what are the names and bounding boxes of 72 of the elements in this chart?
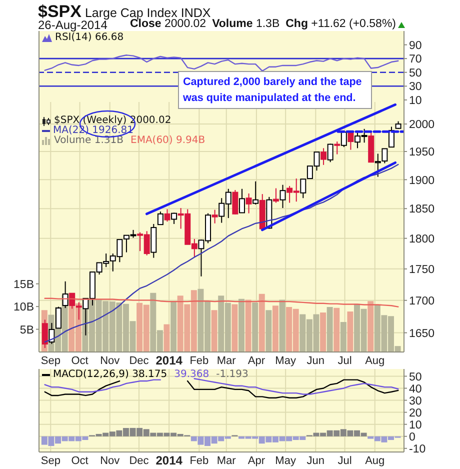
y-tick-label: 70: [409, 54, 422, 66]
candlestick: [272, 188, 279, 204]
y-tick-label: 10: [409, 95, 422, 108]
y-tick-label: 20: [409, 407, 422, 420]
x-tick-label: Jun: [306, 454, 325, 467]
x-tick-label: Feb: [190, 354, 209, 367]
x-tick-label: Apr: [248, 354, 266, 367]
y-tick-label: 10: [409, 419, 422, 432]
x-tick-label: Sep: [40, 454, 60, 467]
y-tick-label: 1950: [409, 146, 435, 159]
y-tick-label: 1900: [409, 174, 435, 187]
text: Close 2000.02: [130, 18, 206, 30]
x-tick-label: Apr: [248, 454, 266, 467]
candlestick: [171, 212, 178, 224]
y-tick-label: 30: [409, 81, 422, 94]
y-tick-label: -10: [409, 443, 426, 456]
x-tick-label: Aug: [365, 454, 385, 467]
x-tick-label: Jul: [338, 354, 352, 367]
y-tick-label: 30: [409, 395, 422, 408]
text: -1.193: [216, 369, 248, 380]
x-tick-label: Nov: [100, 454, 120, 467]
x-tick-label: 2014: [156, 354, 183, 368]
x-tick-label: Jun: [306, 354, 325, 367]
x-tick-label: Sep: [40, 354, 60, 367]
line-series: [44, 54, 399, 72]
y-tick-label: 1750: [409, 264, 435, 276]
y-tick-label: 50: [409, 371, 422, 384]
y-tick-label: 1800: [409, 233, 435, 246]
candlestick: [327, 143, 334, 163]
x-tick-label: Oct: [71, 354, 88, 367]
candlestick: [252, 180, 259, 206]
candlestick: [334, 141, 340, 155]
candlestick: [348, 132, 354, 150]
x-tick-label: Dec: [129, 454, 150, 467]
x-tick-label: Mar: [216, 354, 236, 367]
candlestick: [280, 184, 286, 209]
x-tick-label: Dec: [129, 354, 150, 367]
y-tick-label: 1700: [409, 295, 435, 308]
text: Chg +11.62 (+0.58%): [286, 18, 396, 30]
candlestick: [340, 131, 347, 148]
x-tick-label: Aug: [365, 354, 385, 367]
candlestick: [212, 209, 218, 224]
text: Volume 1.3B: [212, 18, 280, 30]
y-tick-label: 50: [409, 67, 422, 80]
candlestick: [246, 192, 252, 214]
y-tick-label: 1850: [409, 204, 435, 216]
annotation: Captured 2,000 barely and the tape was quite manipulated at the end.: [183, 75, 363, 106]
x-tick-label: 2014: [156, 454, 183, 468]
y-tick-label: 2000: [409, 119, 435, 132]
x-tick-label: Mar: [216, 454, 236, 467]
y-tick-label: 0: [409, 431, 416, 444]
candlestick: [232, 190, 238, 215]
y2-tick-label: 10B: [14, 302, 34, 314]
text: EMA(60) 9.94B: [130, 135, 206, 146]
x-tick-label: Nov: [100, 354, 120, 367]
x-tick-label: Oct: [71, 454, 88, 467]
y2-tick-label: 15B: [14, 278, 34, 291]
y-tick-label: 40: [409, 383, 422, 396]
series-label: 39.368: [174, 369, 210, 380]
legend-label: MACD(12,26,9) 38.175: [53, 369, 168, 380]
x-tick-label: May: [275, 354, 296, 367]
x-tick-label: Feb: [190, 454, 209, 467]
candlestick: [157, 211, 164, 226]
candlestick: [320, 148, 327, 166]
x-tick-label: May: [275, 454, 296, 467]
y-tick-label: 1650: [409, 328, 435, 340]
legend-label: RSI(14) 66.68: [55, 32, 124, 43]
candlestick: [164, 208, 170, 222]
y2-tick-label: 5B: [20, 324, 34, 336]
x-tick-label: Jul: [338, 454, 352, 467]
candlestick: [238, 188, 245, 214]
y-tick-label: 90: [409, 40, 422, 52]
